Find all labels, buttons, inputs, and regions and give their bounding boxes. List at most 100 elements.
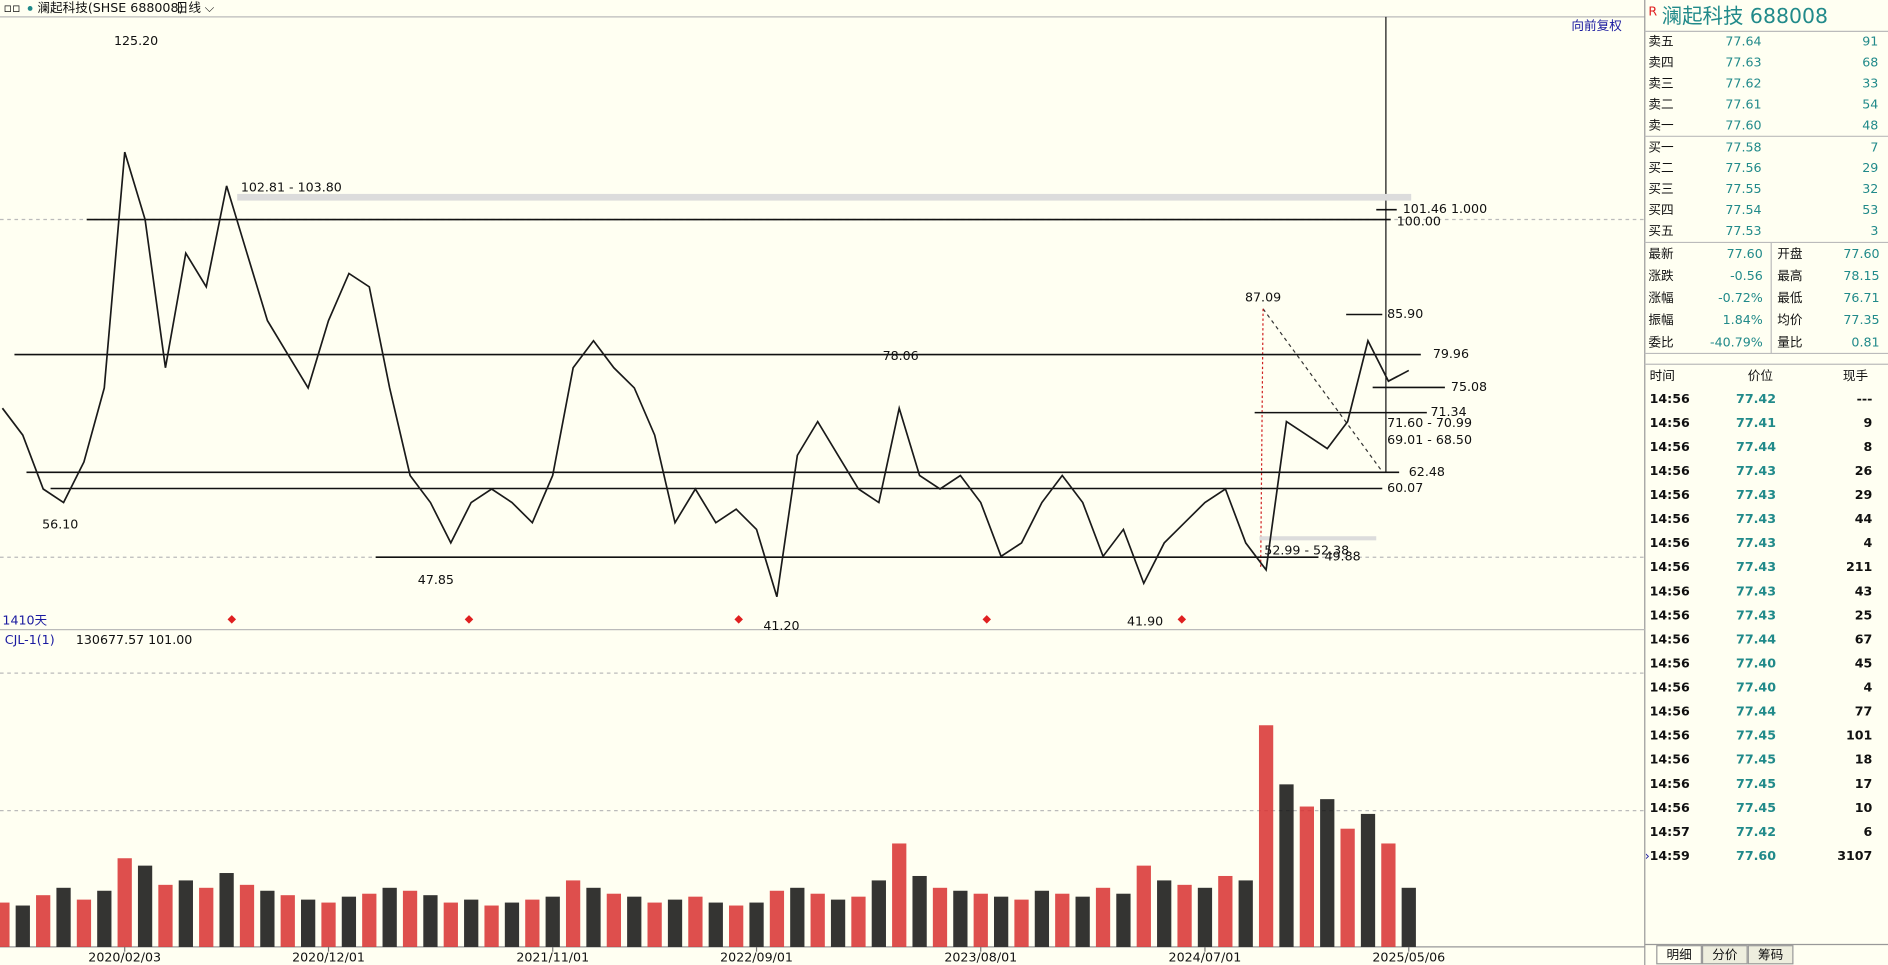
price-line (1, 151, 1410, 597)
tab-label[interactable]: 明细 (1666, 947, 1691, 962)
band-label: 102.81 - 103.80 (241, 179, 342, 194)
trade-price: 77.43 (1736, 535, 1776, 550)
trade-price: 77.40 (1736, 655, 1776, 670)
volume-bar (301, 899, 316, 947)
flag: R (1648, 4, 1657, 19)
tab[interactable] (1747, 945, 1794, 965)
volume-bar (504, 902, 520, 947)
volume-bar (953, 890, 968, 947)
volume-bar (729, 905, 744, 947)
volume-bar (1381, 843, 1396, 947)
trade-price: 77.45 (1736, 800, 1776, 815)
volume-bar (871, 880, 886, 947)
symbol[interactable]: 澜起科技(SHSE 688008) (37, 0, 183, 15)
volume-bar (260, 890, 275, 947)
extreme-label: 125.20 (114, 33, 158, 48)
stat-label: 开盘 (1777, 246, 1803, 261)
tab[interactable] (1656, 945, 1702, 965)
trade-time: 14:56 (1650, 463, 1690, 478)
level-label: 85.90 (1387, 306, 1423, 321)
order-qty: 68 (1862, 55, 1878, 70)
stat-value: 76.71 (1843, 290, 1879, 305)
volume-bar (1238, 880, 1253, 947)
volume-bar (973, 893, 988, 947)
indicator-name[interactable]: CJL-1(1) (5, 632, 55, 647)
volume-bar (606, 893, 622, 947)
volume-bar (239, 884, 255, 947)
volume-bar (423, 895, 438, 947)
trade-qty: --- (1857, 391, 1873, 406)
trade-qty: 77 (1855, 704, 1873, 719)
trade-qty: 43 (1855, 583, 1873, 598)
volume-bar (1279, 784, 1294, 947)
trade-qty: 17 (1855, 776, 1873, 791)
volume-bar (912, 875, 927, 947)
volume-bar (892, 843, 907, 947)
extreme-label: 56.10 (42, 516, 78, 531)
trade-time: 14:56 (1650, 559, 1690, 574)
volume-bar (1055, 893, 1070, 947)
order-qty: 91 (1862, 34, 1878, 49)
order-price: 77.63 (1725, 55, 1761, 70)
status-dot (27, 6, 33, 11)
x-tick-label: 2020/02/03 (88, 949, 161, 964)
stat-value: 77.60 (1843, 246, 1879, 261)
trade-time: 14:56 (1650, 391, 1690, 406)
trade-time: 14:56 (1650, 704, 1690, 719)
trade-qty: 26 (1855, 463, 1873, 478)
volume-bar (76, 899, 92, 947)
tab-label[interactable]: 筹码 (1758, 947, 1783, 962)
volume-bar (1320, 799, 1335, 947)
trade-qty: 67 (1855, 631, 1873, 646)
trade-time: 14:56 (1650, 680, 1690, 695)
extreme-label: 41.20 (763, 618, 799, 633)
trade-qty: 8 (1864, 439, 1873, 454)
order-price: 77.60 (1725, 118, 1761, 133)
trade-time: 14:56 (1650, 631, 1690, 646)
stat-label: 涨跌 (1648, 268, 1674, 283)
level-label: 71.34 (1430, 404, 1466, 419)
volume-bar (769, 890, 785, 947)
trade-price: 77.43 (1736, 559, 1776, 574)
trade-price: 77.43 (1736, 487, 1776, 502)
tab-label[interactable]: 分价 (1712, 947, 1738, 962)
level-label: 79.96 (1433, 346, 1469, 361)
volume-bar (117, 858, 132, 947)
current-marker: › (1645, 848, 1650, 863)
adjust-button[interactable]: 向前复权 (1571, 18, 1622, 33)
volume-bar (1136, 865, 1151, 947)
volume-bar (1116, 893, 1131, 947)
order-label: 卖五 (1648, 34, 1673, 49)
stat-label: 最高 (1777, 268, 1802, 283)
trade-price: 77.40 (1736, 680, 1776, 695)
volume-bar (1095, 887, 1111, 947)
trades-header: 价位 (1748, 368, 1774, 383)
stat-value: -40.79% (1710, 334, 1763, 349)
stat-label: 最新 (1648, 246, 1674, 261)
volume-bar (1075, 896, 1090, 947)
volume-bar (1177, 884, 1192, 947)
order-qty: 3 (1870, 223, 1878, 238)
trade-time: 14:56 (1650, 487, 1690, 502)
volume-bar (708, 902, 723, 947)
stat-label: 振幅 (1648, 312, 1674, 327)
volume-bar (36, 895, 51, 947)
volume-bar (97, 890, 112, 947)
order-price: 77.58 (1725, 139, 1761, 154)
volume-bar (199, 887, 214, 947)
period-dropdown[interactable]: ⌵ (205, 0, 215, 15)
tab[interactable] (1701, 945, 1748, 965)
volume-bar (464, 899, 479, 947)
trade-qty: 3107 (1837, 848, 1872, 863)
trade-qty: 10 (1855, 800, 1873, 815)
trade-price: 77.42 (1736, 824, 1776, 839)
volume-bar (158, 884, 173, 947)
stat-label: 委比 (1648, 334, 1673, 349)
trade-price: 77.43 (1736, 583, 1776, 598)
stat-label: 涨幅 (1648, 290, 1674, 305)
trade-qty: 45 (1855, 655, 1873, 670)
order-qty: 48 (1862, 118, 1878, 133)
trade-price: 77.45 (1736, 752, 1776, 767)
period[interactable]: 日线 (176, 0, 202, 15)
